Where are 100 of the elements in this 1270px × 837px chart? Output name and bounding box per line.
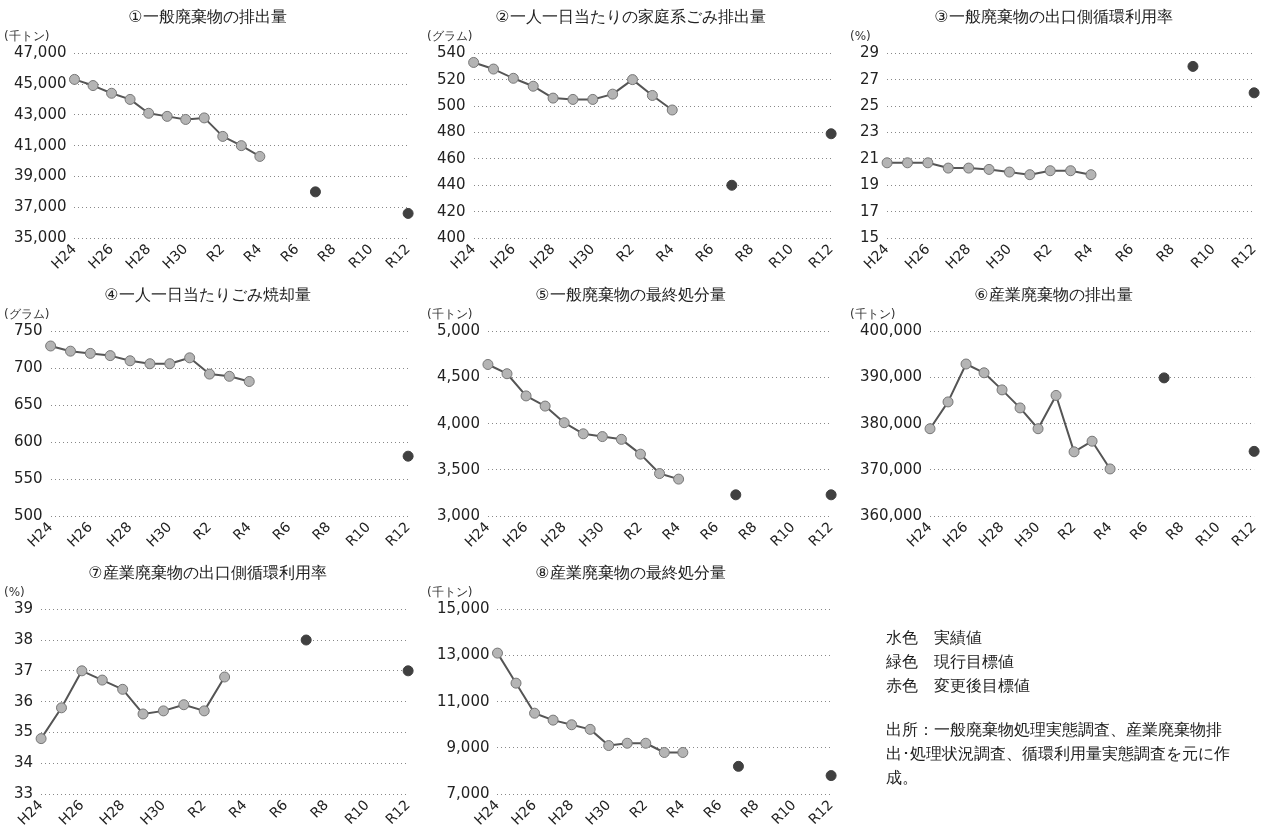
point — [87, 80, 99, 92]
point — [558, 417, 570, 429]
y-tick-label: 11,000 — [436, 691, 490, 710]
chart-title: ⑥産業廃棄物の排出量 — [974, 284, 1133, 304]
point — [621, 737, 633, 749]
y-tick-label: 25 — [859, 95, 880, 114]
y-tick-label: 43,000 — [13, 104, 67, 123]
x-tick-label: R8 — [314, 240, 339, 265]
y-tick-label: 37,000 — [13, 197, 67, 216]
point — [198, 705, 210, 717]
point — [35, 733, 47, 745]
x-tick-label: R8 — [737, 796, 762, 821]
point — [198, 112, 210, 124]
point — [104, 350, 116, 362]
y-tick-label: 360,000 — [860, 505, 923, 524]
point — [117, 683, 129, 695]
y-axis-title: (%) — [4, 585, 25, 600]
point — [658, 746, 670, 758]
point — [527, 80, 539, 92]
point — [577, 428, 589, 440]
x-tick-label: R2 — [1030, 240, 1055, 265]
y-tick-label: 36 — [13, 691, 34, 710]
point — [726, 179, 738, 191]
point — [732, 760, 744, 772]
x-tick-label: R4 — [663, 796, 688, 821]
x-tick-label: R2 — [202, 240, 228, 265]
x-tick-label: R4 — [1090, 518, 1115, 543]
point — [84, 347, 96, 359]
point — [1014, 402, 1026, 414]
y-tick-label: 27 — [859, 69, 880, 88]
point — [507, 72, 519, 84]
x-tick-label: R4 — [229, 518, 254, 543]
point — [96, 674, 108, 686]
y-tick-label: 38 — [13, 629, 34, 648]
text: 出所：一般廃棄物処理実態調査、産業廃棄物排出･処理状況調査、循環利用量実態調査を元に作成。 — [886, 719, 1231, 789]
y-tick-label: 400,000 — [860, 321, 923, 340]
x-tick-label: R2 — [612, 240, 638, 265]
x-tick-label: R6 — [277, 240, 302, 265]
point — [547, 92, 559, 104]
point — [1158, 372, 1170, 384]
point — [184, 352, 196, 364]
point — [566, 719, 578, 731]
point — [223, 370, 235, 382]
y-tick-label: 23 — [859, 122, 880, 141]
y-axis-title: (グラム) — [4, 307, 50, 322]
y-tick-label: 7,000 — [446, 783, 490, 802]
point — [161, 110, 173, 122]
y-tick-label: 420 — [436, 201, 466, 220]
point — [942, 162, 954, 174]
point — [825, 770, 837, 782]
y-axis-title: (%) — [850, 29, 871, 44]
point — [666, 104, 678, 116]
y-tick-label: 35 — [13, 722, 34, 741]
point — [235, 140, 247, 152]
point — [1248, 87, 1260, 99]
point — [1024, 169, 1036, 181]
y-tick-label: 4,500 — [436, 367, 480, 386]
point — [627, 74, 639, 86]
point — [482, 358, 494, 370]
y-tick-label: 520 — [436, 69, 466, 88]
x-tick-label: R2 — [620, 518, 646, 543]
y-tick-label: 600 — [13, 432, 43, 451]
y-axis-title: (千トン) — [427, 585, 473, 600]
x-tick-label: R8 — [306, 796, 332, 821]
x-tick-label: R4 — [658, 518, 684, 543]
point — [654, 468, 666, 480]
point — [646, 89, 658, 101]
y-tick-label: 500 — [436, 95, 466, 114]
point — [587, 93, 599, 105]
y-tick-label: 39 — [13, 599, 34, 618]
y-tick-label: 29 — [859, 43, 880, 62]
point — [243, 375, 255, 387]
point — [584, 723, 596, 735]
point — [1104, 463, 1116, 475]
x-tick-label: R2 — [1054, 518, 1079, 543]
chart-title: ⑧産業廃棄物の最終処分量 — [535, 562, 726, 582]
chart-title: ②一人一日当たりの家庭系ごみ排出量 — [495, 6, 766, 26]
x-tick-label: R4 — [1071, 240, 1096, 265]
point — [1032, 423, 1044, 435]
x-tick-label: R6 — [700, 796, 725, 821]
y-tick-label: 500 — [13, 505, 43, 524]
point — [468, 56, 480, 68]
x-tick-label: R6 — [1126, 518, 1151, 543]
y-tick-label: 440 — [436, 175, 466, 194]
point — [529, 707, 541, 719]
y-axis-title: (グラム) — [427, 29, 473, 44]
y-tick-label: 540 — [436, 43, 466, 62]
point — [881, 157, 893, 169]
point — [960, 358, 972, 370]
point — [922, 157, 934, 169]
point — [164, 358, 176, 370]
x-tick-label: R2 — [189, 518, 215, 543]
point — [607, 88, 619, 100]
point — [603, 740, 615, 752]
y-tick-label: 19 — [859, 175, 880, 194]
y-tick-label: 390,000 — [860, 367, 923, 386]
y-tick-label: 650 — [13, 395, 43, 414]
y-tick-label: 37 — [13, 660, 34, 679]
point — [219, 671, 231, 683]
point — [55, 702, 67, 714]
